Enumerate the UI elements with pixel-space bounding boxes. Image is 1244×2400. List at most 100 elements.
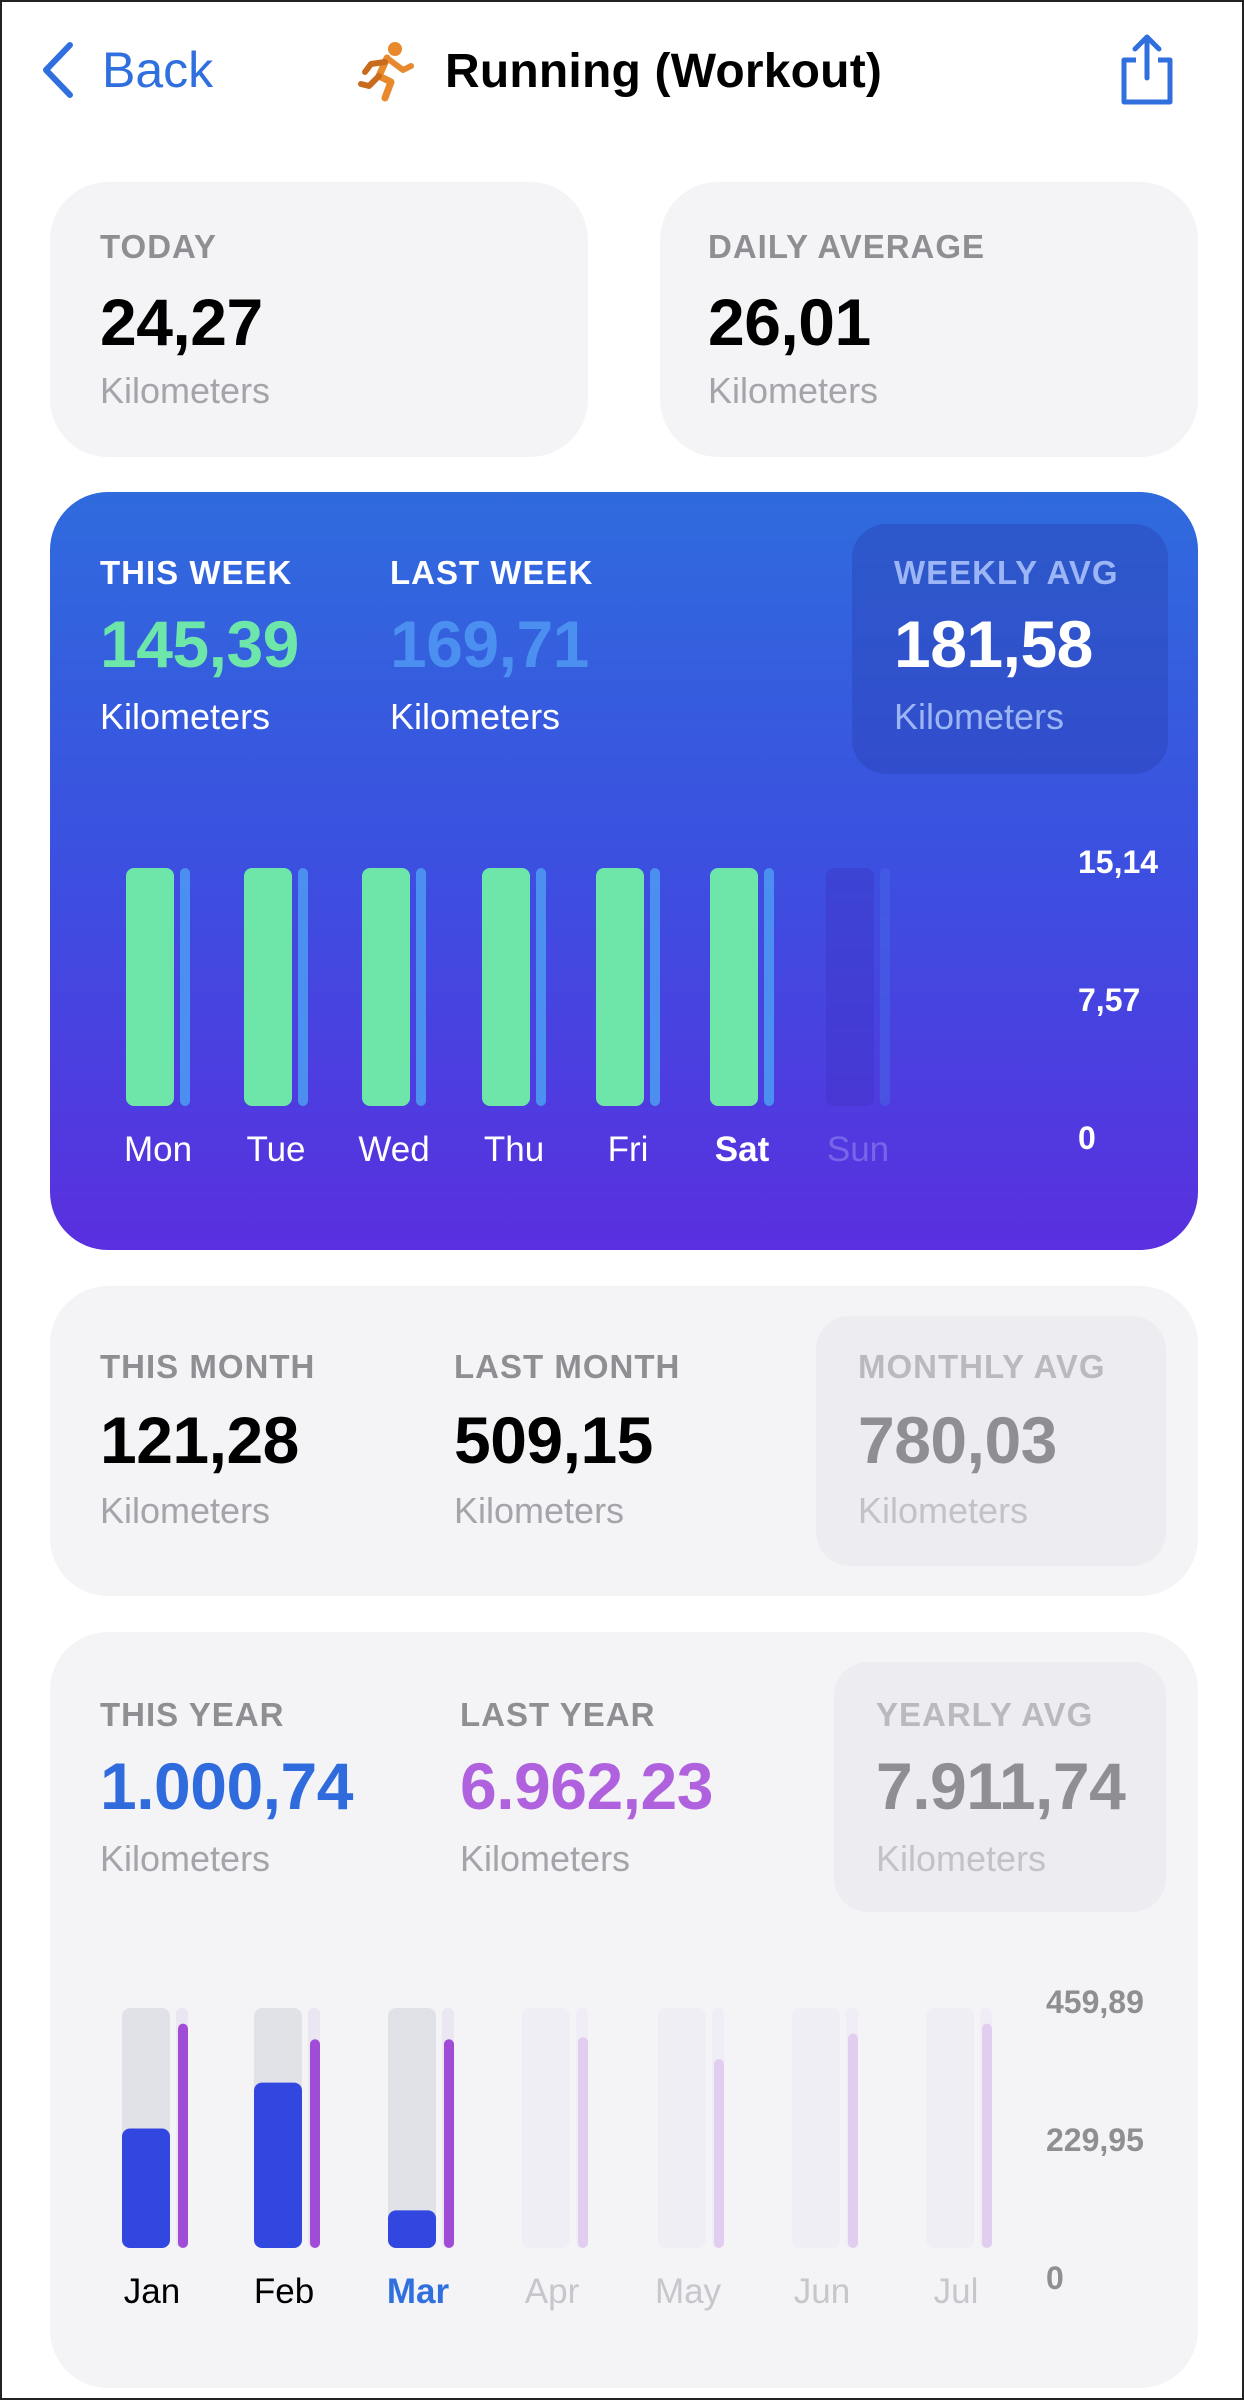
- this-month-label: THIS MONTH: [100, 1348, 316, 1385]
- yearly-bar-chart: [122, 2008, 992, 2248]
- back-button[interactable]: Back: [40, 38, 213, 102]
- month-label-apr: Apr: [524, 2272, 580, 2311]
- bar-this-year-jan: [122, 2128, 170, 2248]
- bar-this-week-sat: [710, 868, 758, 1106]
- bar-last-year-may: [714, 2059, 724, 2248]
- bar-track-jun: [792, 2008, 840, 2248]
- this-week-value: 145,39: [100, 607, 299, 681]
- back-label: Back: [102, 42, 214, 98]
- day-label-tue: Tue: [246, 1130, 306, 1169]
- weekly-average-label: WEEKLY AVG: [894, 554, 1119, 591]
- day-label-wed: Wed: [358, 1130, 430, 1169]
- weekly-average-value: 181,58: [894, 607, 1093, 681]
- bar-this-week-sun: [826, 868, 874, 1106]
- last-month-value: 509,15: [454, 1403, 653, 1477]
- month-label-jan: Jan: [123, 2272, 181, 2311]
- bar-last-year-mar: [444, 2039, 454, 2248]
- last-year-value: 6.962,23: [460, 1749, 713, 1823]
- this-month-unit: Kilometers: [100, 1490, 271, 1531]
- day-label-sat: Sat: [714, 1130, 770, 1169]
- bar-this-week-thu: [482, 868, 530, 1106]
- yearly-average-box: YEARLY AVG 7.911,74 Kilometers: [834, 1662, 1166, 1912]
- bar-last-week-sat: [764, 868, 774, 1106]
- this-week-unit: Kilometers: [100, 696, 271, 737]
- year-axis-mid: 229,95: [1046, 2122, 1144, 2158]
- today-label: TODAY: [100, 228, 217, 265]
- bar-last-year-jun: [848, 2033, 858, 2248]
- yearly-average-value: 7.911,74: [876, 1749, 1126, 1823]
- running-figure-icon: [358, 42, 414, 102]
- bar-last-year-jul: [982, 2023, 992, 2248]
- last-year-label: LAST YEAR: [460, 1696, 656, 1733]
- bar-track-apr: [522, 2008, 570, 2248]
- bar-this-year-mar: [388, 2210, 436, 2248]
- day-label-sun: Sun: [826, 1130, 890, 1169]
- chevron-left-icon: [43, 42, 73, 98]
- daily-average-label: DAILY AVERAGE: [708, 228, 986, 265]
- today-value: 24,27: [100, 285, 263, 359]
- daily-average-unit: Kilometers: [708, 370, 879, 411]
- bar-last-week-tue: [298, 868, 308, 1106]
- day-label-mon: Mon: [123, 1130, 193, 1169]
- this-year-unit: Kilometers: [100, 1838, 271, 1879]
- this-year-label: THIS YEAR: [100, 1696, 285, 1733]
- bar-last-week-mon: [180, 868, 190, 1106]
- bar-last-week-sun: [880, 868, 890, 1106]
- year-axis-max: 459,89: [1046, 1984, 1144, 2020]
- weekly-average-unit: Kilometers: [894, 696, 1065, 737]
- week-axis-mid: 7,57: [1078, 982, 1141, 1018]
- day-label-thu: Thu: [483, 1130, 545, 1169]
- bar-this-week-wed: [362, 868, 410, 1106]
- this-week-label: THIS WEEK: [100, 554, 293, 591]
- title-group: Running (Workout): [357, 36, 882, 106]
- week-axis-zero: 0: [1078, 1120, 1096, 1156]
- month-label-jul: Jul: [933, 2272, 979, 2311]
- bar-this-year-feb: [254, 2082, 302, 2248]
- weekly-bar-chart: [126, 868, 890, 1106]
- bar-track-may: [658, 2008, 706, 2248]
- monthly-average-label: MONTHLY AVG: [858, 1348, 1106, 1385]
- last-month-unit: Kilometers: [454, 1490, 625, 1531]
- page-title: Running (Workout): [445, 44, 883, 98]
- year-axis-zero: 0: [1046, 2260, 1064, 2296]
- this-month-value: 121,28: [100, 1403, 299, 1477]
- month-label-feb: Feb: [253, 2272, 315, 2311]
- weekly-average-box: WEEKLY AVG 181,58 Kilometers: [852, 524, 1168, 774]
- weekly-card[interactable]: THIS WEEK 145,39 Kilometers LAST WEEK 16…: [50, 492, 1198, 1250]
- bar-last-week-fri: [650, 868, 660, 1106]
- monthly-average-value: 780,03: [858, 1403, 1057, 1477]
- bar-last-year-jan: [178, 2023, 188, 2248]
- today-card: TODAY 24,27 Kilometers: [50, 182, 588, 457]
- monthly-average-unit: Kilometers: [858, 1490, 1029, 1531]
- bar-last-week-wed: [416, 868, 426, 1106]
- this-year-value: 1.000,74: [100, 1749, 353, 1823]
- bar-this-week-mon: [126, 868, 174, 1106]
- navigation-bar: Back Running (Workout): [2, 2, 1242, 142]
- month-label-jun: Jun: [793, 2272, 851, 2311]
- share-icon[interactable]: [1116, 32, 1178, 108]
- last-week-unit: Kilometers: [390, 696, 561, 737]
- bar-track-jul: [926, 2008, 974, 2248]
- bar-last-week-thu: [536, 868, 546, 1106]
- bar-last-year-feb: [310, 2039, 320, 2248]
- month-label-may: May: [654, 2272, 722, 2311]
- last-year-unit: Kilometers: [460, 1838, 631, 1879]
- daily-average-card: DAILY AVERAGE 26,01 Kilometers: [660, 182, 1198, 457]
- month-label-mar: Mar: [386, 2272, 450, 2311]
- yearly-average-unit: Kilometers: [876, 1838, 1047, 1879]
- daily-average-value: 26,01: [708, 285, 871, 359]
- last-month-label: LAST MONTH: [454, 1348, 681, 1385]
- day-label-fri: Fri: [607, 1130, 649, 1169]
- yearly-average-label: YEARLY AVG: [876, 1696, 1094, 1733]
- bar-track-mar: [388, 2008, 436, 2248]
- today-unit: Kilometers: [100, 370, 271, 411]
- bar-this-week-fri: [596, 868, 644, 1106]
- last-week-label: LAST WEEK: [390, 554, 594, 591]
- last-week-value: 169,71: [390, 607, 589, 681]
- bar-this-week-tue: [244, 868, 292, 1106]
- monthly-card[interactable]: THIS MONTH 121,28 Kilometers LAST MONTH …: [50, 1286, 1198, 1596]
- bar-last-year-apr: [578, 2037, 588, 2248]
- monthly-average-box: MONTHLY AVG 780,03 Kilometers: [816, 1316, 1166, 1566]
- week-axis-max: 15,14: [1078, 844, 1159, 880]
- yearly-card[interactable]: THIS YEAR 1.000,74 Kilometers LAST YEAR …: [50, 1632, 1198, 2388]
